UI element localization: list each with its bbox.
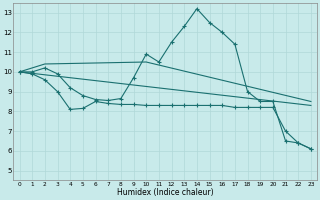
X-axis label: Humidex (Indice chaleur): Humidex (Indice chaleur) [117, 188, 213, 197]
